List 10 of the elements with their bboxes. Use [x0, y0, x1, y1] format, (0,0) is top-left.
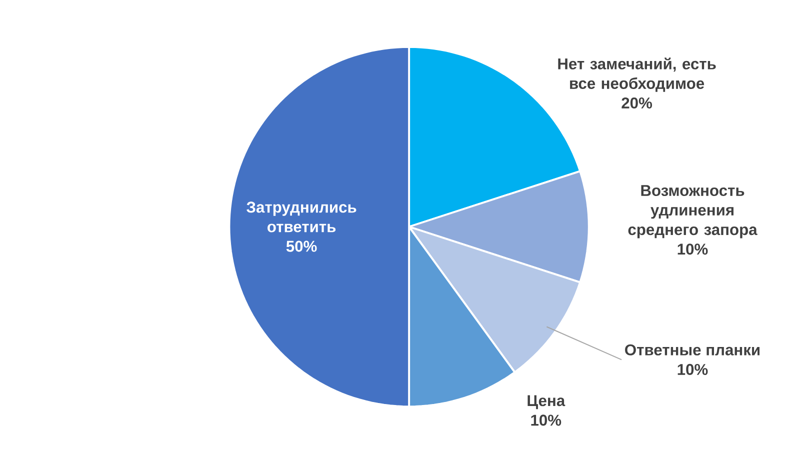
data-label: 10% — [531, 414, 562, 426]
data-label: 50% — [286, 240, 317, 252]
slice-label: Ответные планки — [625, 344, 760, 356]
data-label: 10% — [678, 364, 708, 376]
slice-label: Цена — [528, 396, 566, 410]
data-label: 10% — [678, 244, 708, 255]
slice-label: Нет замечаний, есть все необходимое — [558, 58, 716, 92]
slice-label: Затруднились ответить — [246, 202, 356, 233]
slice-label: Возможность удлинения среднего запора — [628, 185, 758, 238]
data-label: 20% — [622, 98, 652, 109]
